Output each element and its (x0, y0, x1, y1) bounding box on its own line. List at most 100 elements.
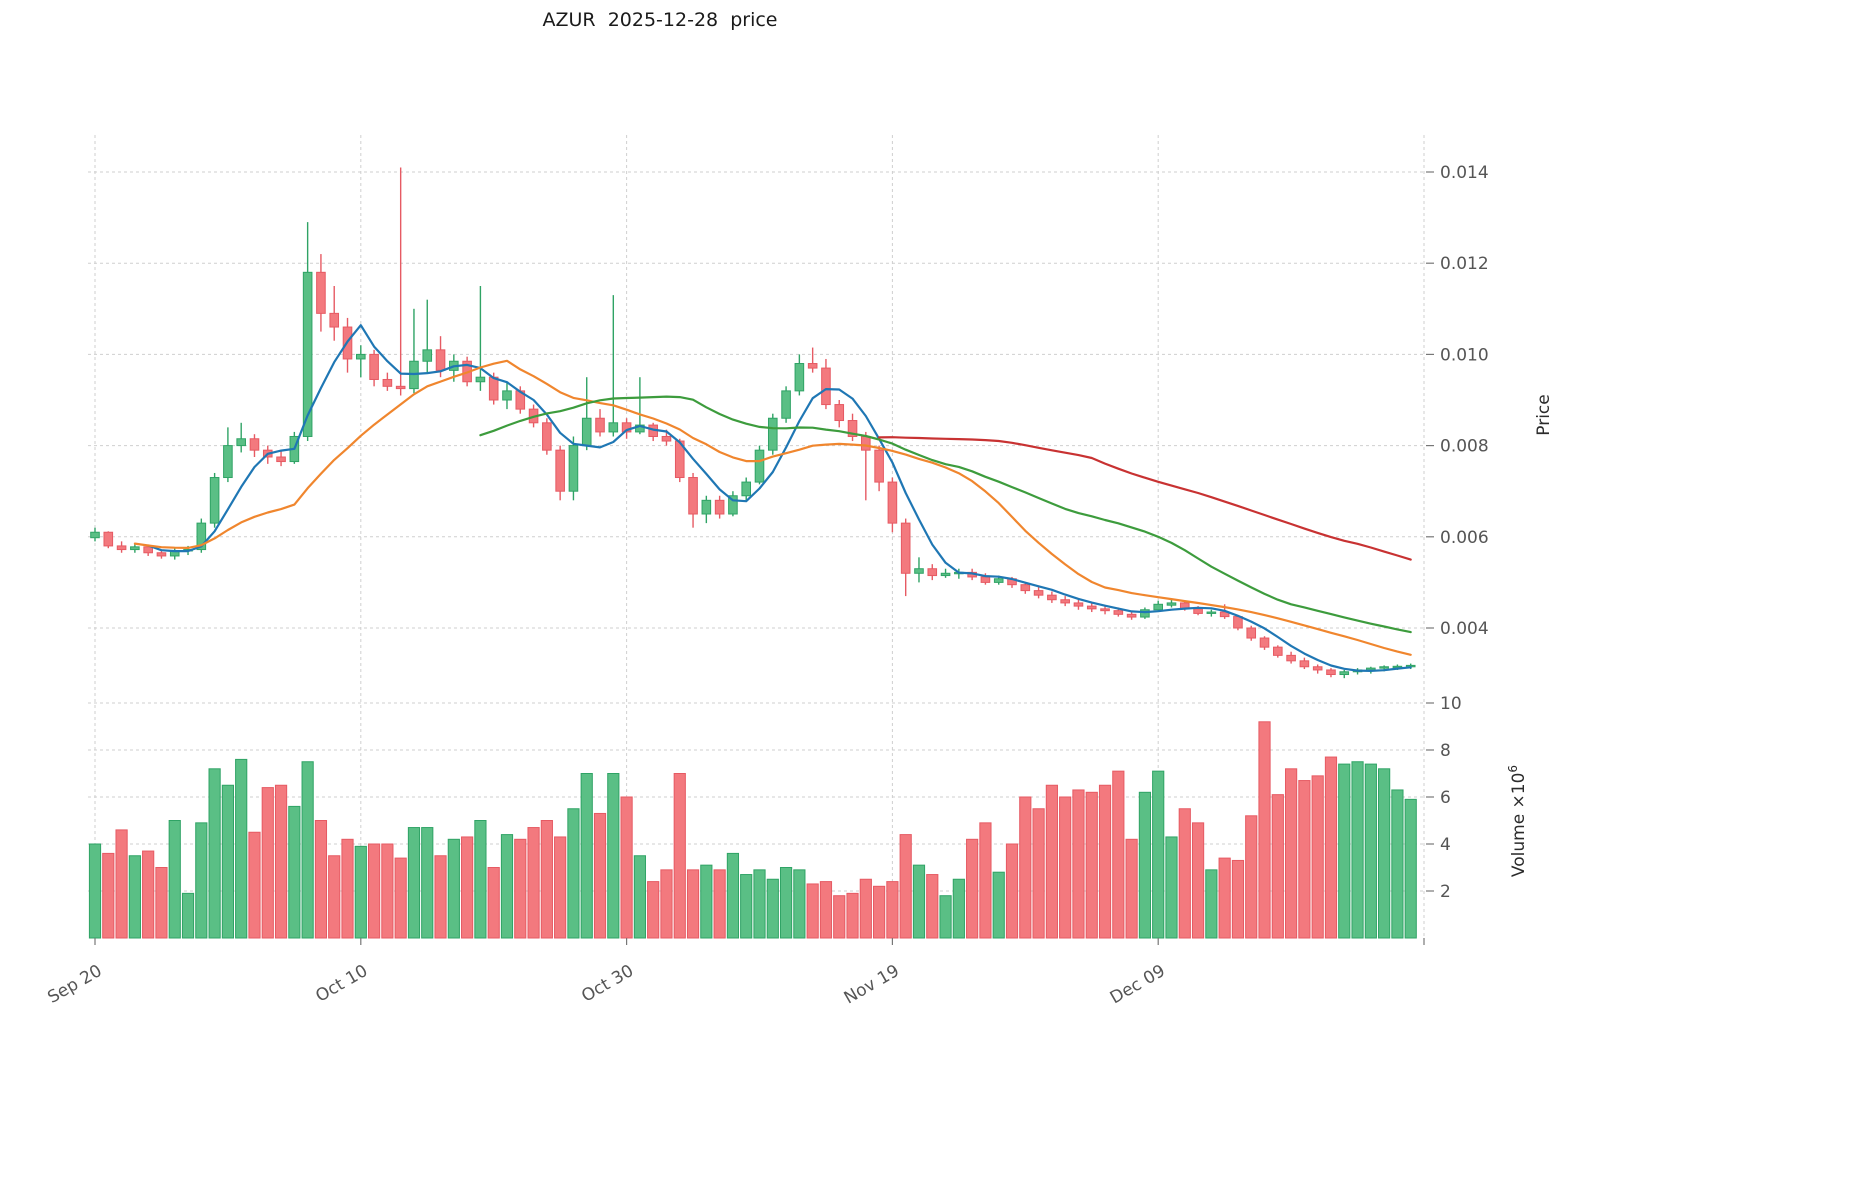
volume-bar (1364, 763, 1377, 939)
volume-bar (833, 895, 846, 939)
volume-bar (1085, 791, 1098, 939)
volume-bar (235, 758, 248, 939)
candle-up (568, 445, 579, 492)
ma-slow-line (479, 395, 1412, 634)
volume-bar (673, 773, 686, 939)
volume-bar (474, 820, 487, 939)
volume-tick-label: 2 (1440, 882, 1451, 902)
volume-bar (939, 895, 952, 939)
volume-bar (1005, 843, 1019, 939)
candle-up (356, 353, 366, 360)
volume-bar (88, 843, 102, 939)
candle-down (369, 353, 379, 380)
candle-down (1086, 605, 1097, 610)
volume-bar (793, 869, 806, 939)
volume-bar (726, 852, 740, 939)
x-tick-label: Dec 09 (1107, 961, 1169, 1008)
volume-bar (766, 878, 779, 939)
volume-bar (1125, 838, 1138, 939)
volume-bar (633, 855, 646, 939)
volume-bar (527, 827, 540, 939)
volume-bars (88, 721, 1417, 939)
candle-down (861, 435, 871, 451)
volume-bar (500, 834, 514, 939)
candle-up (1339, 671, 1350, 676)
candle-up (741, 481, 752, 497)
candle-up (728, 495, 738, 515)
volume-bar (607, 773, 620, 939)
volume-bar (514, 838, 527, 939)
volume-bar (1245, 815, 1258, 939)
candle-down (1047, 594, 1057, 601)
candle-down (847, 420, 858, 437)
volume-bar (421, 827, 434, 939)
volume-bar (102, 852, 115, 939)
volume-bar (1138, 791, 1152, 939)
volume-bar (1391, 789, 1404, 939)
candle-down (714, 499, 725, 515)
candle-down (821, 367, 831, 406)
volume-bar (886, 881, 899, 939)
candle-down (688, 477, 698, 515)
x-tick-label: Oct 30 (578, 961, 637, 1007)
volume-bar (1191, 822, 1205, 939)
volume-bar (128, 855, 141, 939)
candle-down (488, 376, 499, 401)
candle-down (1259, 637, 1270, 648)
candle-down (116, 545, 127, 551)
volume-bar (1059, 796, 1072, 939)
volume-bar (1324, 756, 1338, 939)
candle-up (1379, 666, 1389, 669)
volume-bar (434, 855, 447, 939)
volume-bar (580, 773, 593, 939)
volume-bar (979, 822, 992, 939)
volume-tick-label: 4 (1440, 835, 1451, 855)
candle-up (223, 445, 233, 479)
ma-medium-line (133, 359, 1412, 656)
volume-bar (155, 867, 168, 939)
candle-down (395, 385, 406, 390)
volume-bar (142, 850, 155, 939)
candle-down (980, 576, 991, 583)
x-tick-label: Nov 19 (841, 961, 903, 1008)
volume-bar (1298, 780, 1311, 939)
volume-bar (859, 878, 872, 939)
candle-up (581, 417, 592, 447)
candle-down (1312, 666, 1323, 671)
candle-down (1246, 627, 1257, 639)
volume-bar (966, 838, 979, 939)
volume-bar (819, 881, 833, 939)
volume-bar (1152, 770, 1165, 939)
candle-down (621, 422, 632, 433)
volume-bar (1378, 768, 1391, 939)
candle-up (993, 578, 1004, 583)
volume-bar (274, 784, 288, 939)
candle-up (502, 390, 512, 401)
x-tick-label: Sep 20 (44, 961, 105, 1008)
volume-bar (328, 855, 341, 939)
volume-bar (554, 836, 567, 939)
candle-up (236, 438, 246, 447)
ma-very-slow-line (877, 436, 1412, 561)
volume-bar (952, 878, 965, 939)
volume-bar (208, 768, 221, 939)
candle-down (1073, 602, 1084, 607)
candle-up (196, 522, 207, 551)
volume-bar (1072, 789, 1085, 939)
volume-bar (1112, 770, 1125, 939)
volume-bar (168, 820, 181, 939)
candle-down (103, 531, 114, 547)
candle-down (661, 435, 672, 442)
candle-down (807, 363, 818, 369)
candle-down (1193, 608, 1203, 614)
price-tick-label: 0.006 (1440, 528, 1489, 548)
candle-down (1033, 590, 1044, 596)
candle-down (1326, 669, 1336, 676)
volume-bar (700, 864, 713, 939)
volume-bar (620, 796, 633, 939)
candle-up (1153, 603, 1164, 611)
volume-bar (447, 838, 460, 939)
volume-bar (806, 883, 819, 939)
